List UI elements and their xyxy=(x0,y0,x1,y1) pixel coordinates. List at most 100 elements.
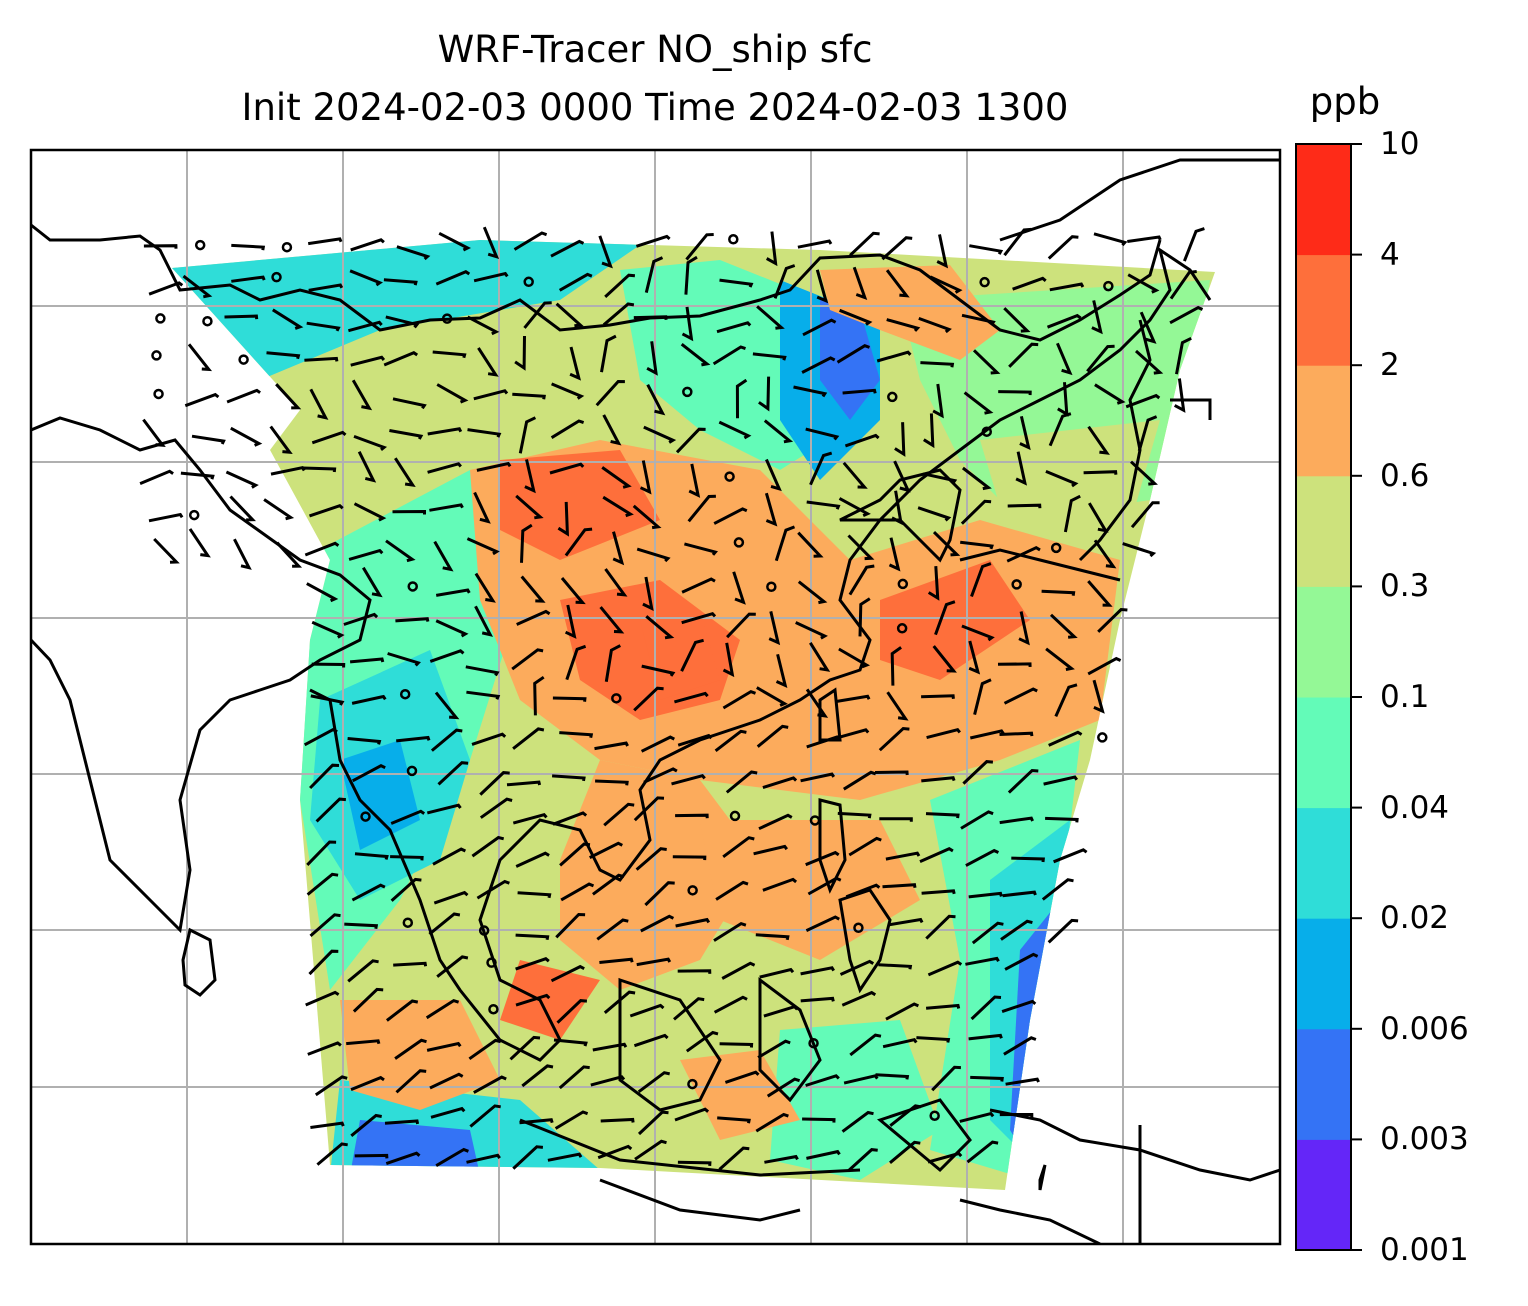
wind-barb xyxy=(642,576,654,612)
wind-barb xyxy=(925,812,960,819)
wind-barb xyxy=(1094,383,1126,405)
wind-barb xyxy=(436,955,469,978)
wind-barb xyxy=(142,418,166,447)
wind-barb xyxy=(466,690,501,700)
wind-barb xyxy=(646,384,666,416)
wind-barb xyxy=(554,1110,589,1130)
wind-barb xyxy=(182,274,213,299)
wind-barb xyxy=(309,504,344,518)
wind-barb xyxy=(230,426,263,447)
wind-barb xyxy=(633,315,668,320)
wind-barb xyxy=(343,612,379,626)
wind-barb xyxy=(805,1074,840,1087)
wind-barb xyxy=(805,915,840,932)
wind-barb xyxy=(637,1110,669,1136)
wind-barb xyxy=(756,305,785,330)
wind-barb xyxy=(516,609,551,626)
wind-barb xyxy=(303,728,338,747)
wind-barb xyxy=(302,466,337,473)
wind-barb xyxy=(1056,342,1073,376)
wind-barb xyxy=(1048,412,1072,447)
calm-circle xyxy=(1011,579,1022,590)
wind-barb xyxy=(635,847,667,871)
wind-barb xyxy=(476,461,512,472)
calm-circle xyxy=(687,885,698,896)
calm-circle xyxy=(981,426,993,437)
wind-barb xyxy=(348,320,383,333)
wind-barb xyxy=(349,269,383,287)
wind-barb xyxy=(427,427,463,436)
wind-barb xyxy=(436,383,469,404)
wind-barb xyxy=(888,917,924,927)
wind-barb xyxy=(434,691,460,720)
wind-barb xyxy=(433,890,469,905)
calm-circle xyxy=(399,688,411,700)
wind-barb xyxy=(773,264,796,299)
wind-barb xyxy=(477,347,499,377)
wind-barb xyxy=(1003,687,1038,705)
wind-barb xyxy=(881,236,913,261)
wind-barb xyxy=(645,615,675,640)
wind-barb xyxy=(594,741,629,751)
wind-barb xyxy=(471,835,505,858)
wind-barb xyxy=(714,729,747,752)
wind-barb xyxy=(509,1035,541,1061)
wind-barb xyxy=(849,231,880,257)
wind-barb xyxy=(435,270,471,286)
wind-barb xyxy=(1008,342,1039,368)
wind-barb xyxy=(1122,542,1157,558)
colorbar-tick-label: 0.1 xyxy=(1380,679,1430,715)
wind-barb xyxy=(601,466,632,489)
wind-barb xyxy=(1003,307,1031,333)
wind-barb xyxy=(1003,1036,1037,1056)
wind-barb xyxy=(347,959,379,983)
wind-barb xyxy=(383,278,418,286)
wind-barb xyxy=(466,537,500,556)
wind-barb xyxy=(889,1104,922,1127)
wind-barb xyxy=(390,877,422,902)
wind-barb xyxy=(671,774,706,786)
wind-barb xyxy=(272,308,304,330)
wind-barbs xyxy=(139,226,1205,1173)
colorbar-unit-label: ppb xyxy=(1309,80,1381,123)
wind-barb xyxy=(959,1111,995,1123)
wind-barb xyxy=(1007,503,1042,509)
wind-barb xyxy=(632,504,662,530)
wind-barb xyxy=(838,497,871,517)
wind-barb xyxy=(309,388,329,420)
wind-barb xyxy=(717,1116,751,1124)
wind-barb xyxy=(643,425,677,444)
wind-barb xyxy=(600,334,617,373)
calm-circle xyxy=(238,354,249,365)
wind-barb xyxy=(592,873,625,896)
calm-circle xyxy=(1050,542,1062,554)
wind-barb xyxy=(473,271,509,283)
colorbar-band xyxy=(1296,254,1351,366)
wind-barb xyxy=(1093,232,1128,247)
wind-barb xyxy=(852,266,868,300)
wind-barb xyxy=(153,537,180,564)
wind-barb xyxy=(518,416,537,454)
wind-barb xyxy=(521,1064,554,1088)
wind-barb xyxy=(305,990,340,1007)
wind-barb xyxy=(353,434,388,451)
wind-barb xyxy=(961,466,992,491)
calm-circle xyxy=(611,693,622,704)
wind-barb xyxy=(1047,235,1079,260)
wind-barb xyxy=(841,990,877,1007)
wind-barb xyxy=(346,1039,381,1046)
wind-barb xyxy=(724,1070,760,1084)
wind-barb xyxy=(677,733,713,747)
calm-circle xyxy=(724,471,735,482)
wind-barb xyxy=(970,995,1002,1021)
wind-barb xyxy=(263,498,295,521)
wind-barb xyxy=(677,969,712,974)
wind-barb xyxy=(963,391,994,415)
wind-barb xyxy=(764,492,778,527)
wind-barb xyxy=(844,433,880,448)
colorbar-tick-label: 0.6 xyxy=(1380,457,1430,494)
colorbar-band xyxy=(1296,365,1351,477)
wind-barb xyxy=(919,847,954,863)
wind-barb xyxy=(1086,344,1115,373)
wind-barb xyxy=(275,541,303,568)
